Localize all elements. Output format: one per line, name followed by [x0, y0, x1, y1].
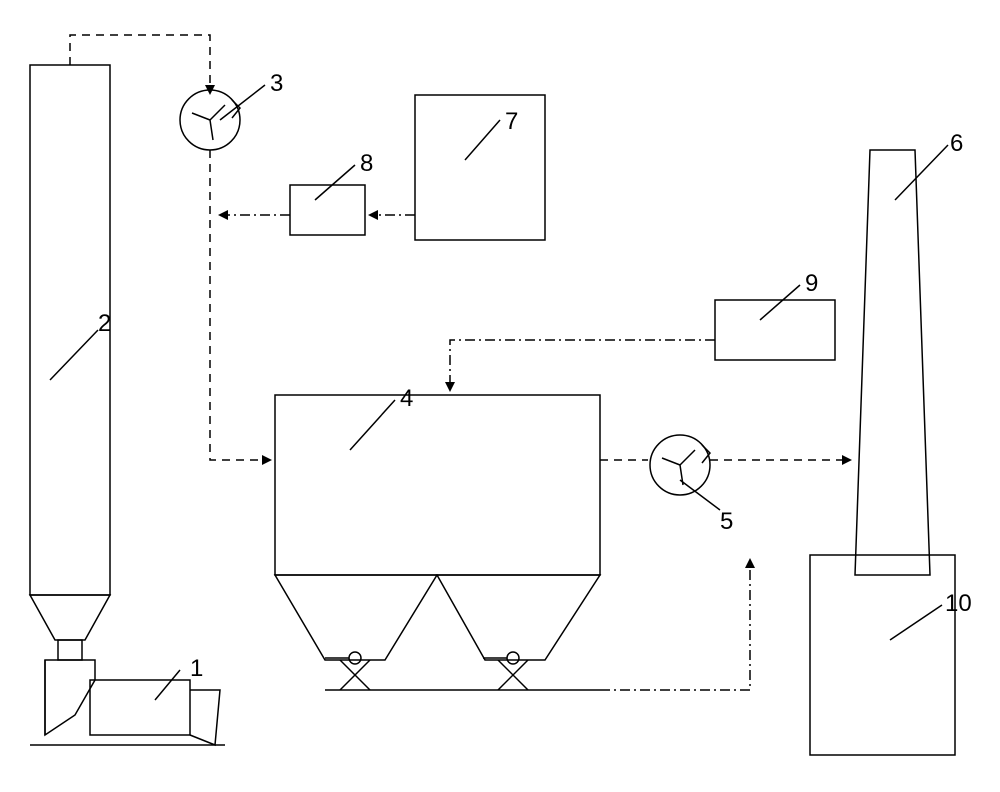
gas-line-1 [70, 35, 210, 90]
arrow-icon [368, 210, 378, 220]
box-10 [810, 555, 955, 755]
leader-9 [760, 285, 800, 320]
box-8 [290, 185, 365, 235]
filter-hopper-left [275, 575, 437, 660]
valve-left [325, 652, 370, 690]
leader-10 [890, 605, 942, 640]
burner-inlet [190, 690, 220, 745]
furnace-neck [58, 640, 82, 660]
arrow-icon [842, 455, 852, 465]
label-3: 3 [270, 70, 283, 98]
valve-right [483, 652, 528, 690]
leader-1 [155, 670, 180, 700]
box-7 [415, 95, 545, 240]
label-9: 9 [805, 270, 818, 298]
dashdot-3 [450, 340, 715, 385]
filter-hopper-right [437, 575, 600, 660]
arrow-icon [218, 210, 228, 220]
label-2: 2 [98, 310, 111, 338]
arrow-icon [745, 558, 755, 568]
arrow-icon [262, 455, 272, 465]
furnace-hopper [30, 595, 110, 640]
label-8: 8 [360, 150, 373, 178]
label-5: 5 [720, 508, 733, 536]
label-6: 6 [950, 130, 963, 158]
leader-8 [315, 165, 355, 200]
label-7: 7 [505, 108, 518, 136]
stack-6 [855, 150, 930, 575]
dashdot-4 [600, 565, 750, 690]
leader-2 [50, 330, 98, 380]
box-9 [715, 300, 835, 360]
process-diagram [0, 0, 1000, 792]
label-10: 10 [945, 590, 972, 618]
gas-line-2 [210, 150, 265, 460]
burner-box [90, 680, 190, 735]
label-1: 1 [190, 655, 203, 683]
leader-4 [350, 400, 395, 450]
leader-3 [220, 85, 265, 120]
burner-elbow [45, 660, 95, 735]
leader-7 [465, 120, 500, 160]
arrow-icon [445, 382, 455, 392]
label-4: 4 [400, 385, 413, 413]
leader-6 [895, 145, 948, 200]
filter-body [275, 395, 600, 575]
